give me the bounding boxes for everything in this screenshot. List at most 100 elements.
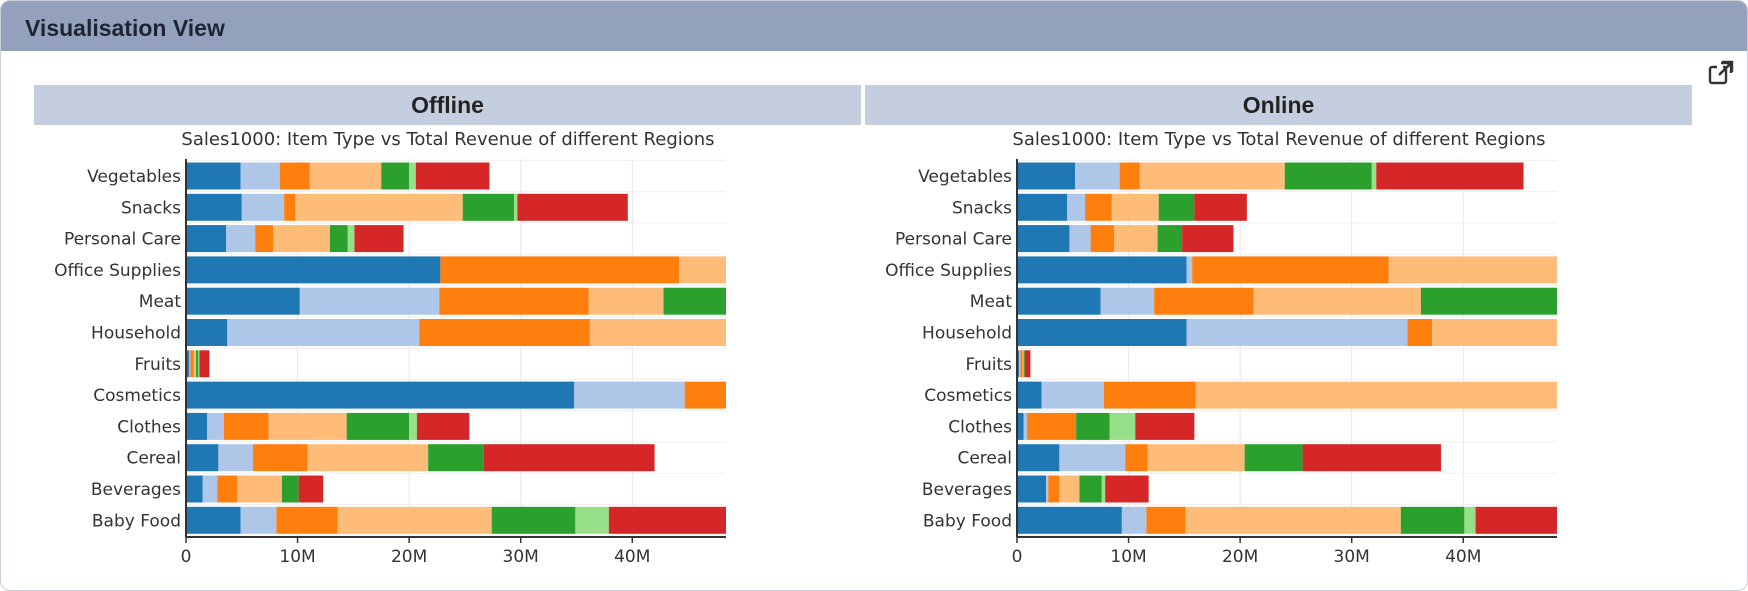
bar-segment [237, 475, 282, 503]
bar-segment [1090, 225, 1115, 253]
bar-segment [186, 412, 208, 440]
bar-segment [1027, 412, 1077, 440]
bar-segment [1101, 475, 1106, 503]
bar-segment [1182, 225, 1234, 253]
bar-segment [218, 444, 253, 472]
bar-segment [1017, 319, 1187, 346]
bar-segment [428, 444, 484, 472]
category-label: Snacks [121, 198, 181, 218]
bar-segment [295, 193, 463, 221]
chart-online: Sales1000: Item Type vs Total Revenue of… [885, 129, 1557, 565]
panel-header: Visualisation View [1, 1, 1747, 51]
bar-segment [186, 256, 441, 284]
bar-segment [462, 193, 515, 221]
category-label: Clothes [117, 417, 181, 437]
bar-segment [347, 225, 355, 253]
bar-segment [1125, 444, 1148, 472]
bar-segment [1154, 287, 1254, 315]
chart-area: Sales1000: Item Type vs Total Revenue of… [54, 129, 1557, 565]
x-tick-label: 30M [503, 547, 539, 565]
bar-segment [483, 444, 655, 472]
bar-segment [186, 193, 242, 221]
bar-segment [279, 162, 310, 190]
bar-segment [1020, 350, 1023, 378]
x-tick-label: 40M [614, 547, 650, 565]
category-label: Fruits [134, 355, 181, 375]
bar-segment [1121, 506, 1147, 534]
bar-segment [217, 475, 238, 503]
bar-segment [588, 287, 664, 315]
bar-segment [1046, 475, 1049, 503]
bar-segment [514, 193, 518, 221]
bar-segment [241, 193, 285, 221]
category-label: Baby Food [923, 511, 1012, 531]
bar-segment [1023, 412, 1028, 440]
bars [186, 162, 886, 534]
bar-segment [491, 506, 576, 534]
bar-segment [255, 225, 274, 253]
bar-segment [284, 193, 296, 221]
bar-segment [1420, 287, 1557, 315]
facet-header-online: Online [865, 85, 1692, 125]
panel-title: Visualisation View [25, 15, 225, 41]
bar-segment [202, 475, 218, 503]
category-label: Cereal [126, 449, 181, 469]
bars [1017, 162, 1557, 534]
bar-segment [1157, 225, 1183, 253]
category-label: Clothes [948, 417, 1012, 437]
bar-segment [1059, 444, 1126, 472]
bar-segment [1023, 350, 1025, 378]
bar-segment [774, 382, 886, 409]
category-label: Cereal [957, 449, 1012, 469]
category-label: Cosmetics [93, 386, 181, 406]
bar-segment [226, 225, 256, 253]
bar-segment [309, 162, 382, 190]
bar-segment [1244, 444, 1303, 472]
x-tick-label: 0 [1012, 547, 1023, 565]
bar-segment [1475, 506, 1557, 534]
external-link-icon[interactable] [1707, 59, 1735, 87]
bar-segment [415, 162, 490, 190]
bar-segment [679, 256, 726, 284]
bar-segment [1048, 475, 1060, 503]
bar-segment [193, 350, 197, 378]
bar-segment [1019, 350, 1021, 378]
category-label: Personal Care [895, 230, 1012, 250]
bar-segment [281, 475, 299, 503]
bar-segment [1041, 381, 1105, 409]
category-label: Beverages [922, 480, 1012, 500]
bar-segment [1114, 225, 1158, 253]
bar-segment [1017, 162, 1076, 190]
bar-segment [186, 162, 241, 190]
category-label: Beverages [91, 480, 181, 500]
bar-segment [1017, 444, 1060, 472]
bar-segment [189, 350, 191, 378]
bar-segment [354, 225, 404, 253]
bar-segment [1192, 256, 1389, 284]
bar-segment [1194, 193, 1247, 221]
x-tick-label: 10M [1110, 547, 1146, 565]
bar-segment [307, 444, 429, 472]
bar-segment [186, 350, 190, 378]
bar-segment [186, 319, 228, 346]
bar-segment [1017, 287, 1101, 315]
bar-segment [1017, 381, 1042, 409]
bar-segment [1158, 193, 1195, 221]
chart-offline: Sales1000: Item Type vs Total Revenue of… [54, 129, 886, 565]
bar-segment [1059, 475, 1080, 503]
bar-segment [337, 506, 492, 534]
bar-segment [186, 225, 227, 253]
bar-segment [1109, 412, 1136, 440]
bar-segment [1017, 412, 1024, 440]
bar-segment [419, 319, 590, 346]
bar-segment [1376, 162, 1524, 190]
bar-segment [1407, 319, 1433, 346]
bar-segment [684, 381, 726, 409]
bar-segment [1147, 444, 1245, 472]
category-label: Vegetables [918, 167, 1012, 187]
chart-title: Sales1000: Item Type vs Total Revenue of… [1012, 129, 1545, 150]
bar-segment [198, 350, 200, 378]
bar-segment [1079, 475, 1102, 503]
bar-segment [791, 256, 866, 283]
